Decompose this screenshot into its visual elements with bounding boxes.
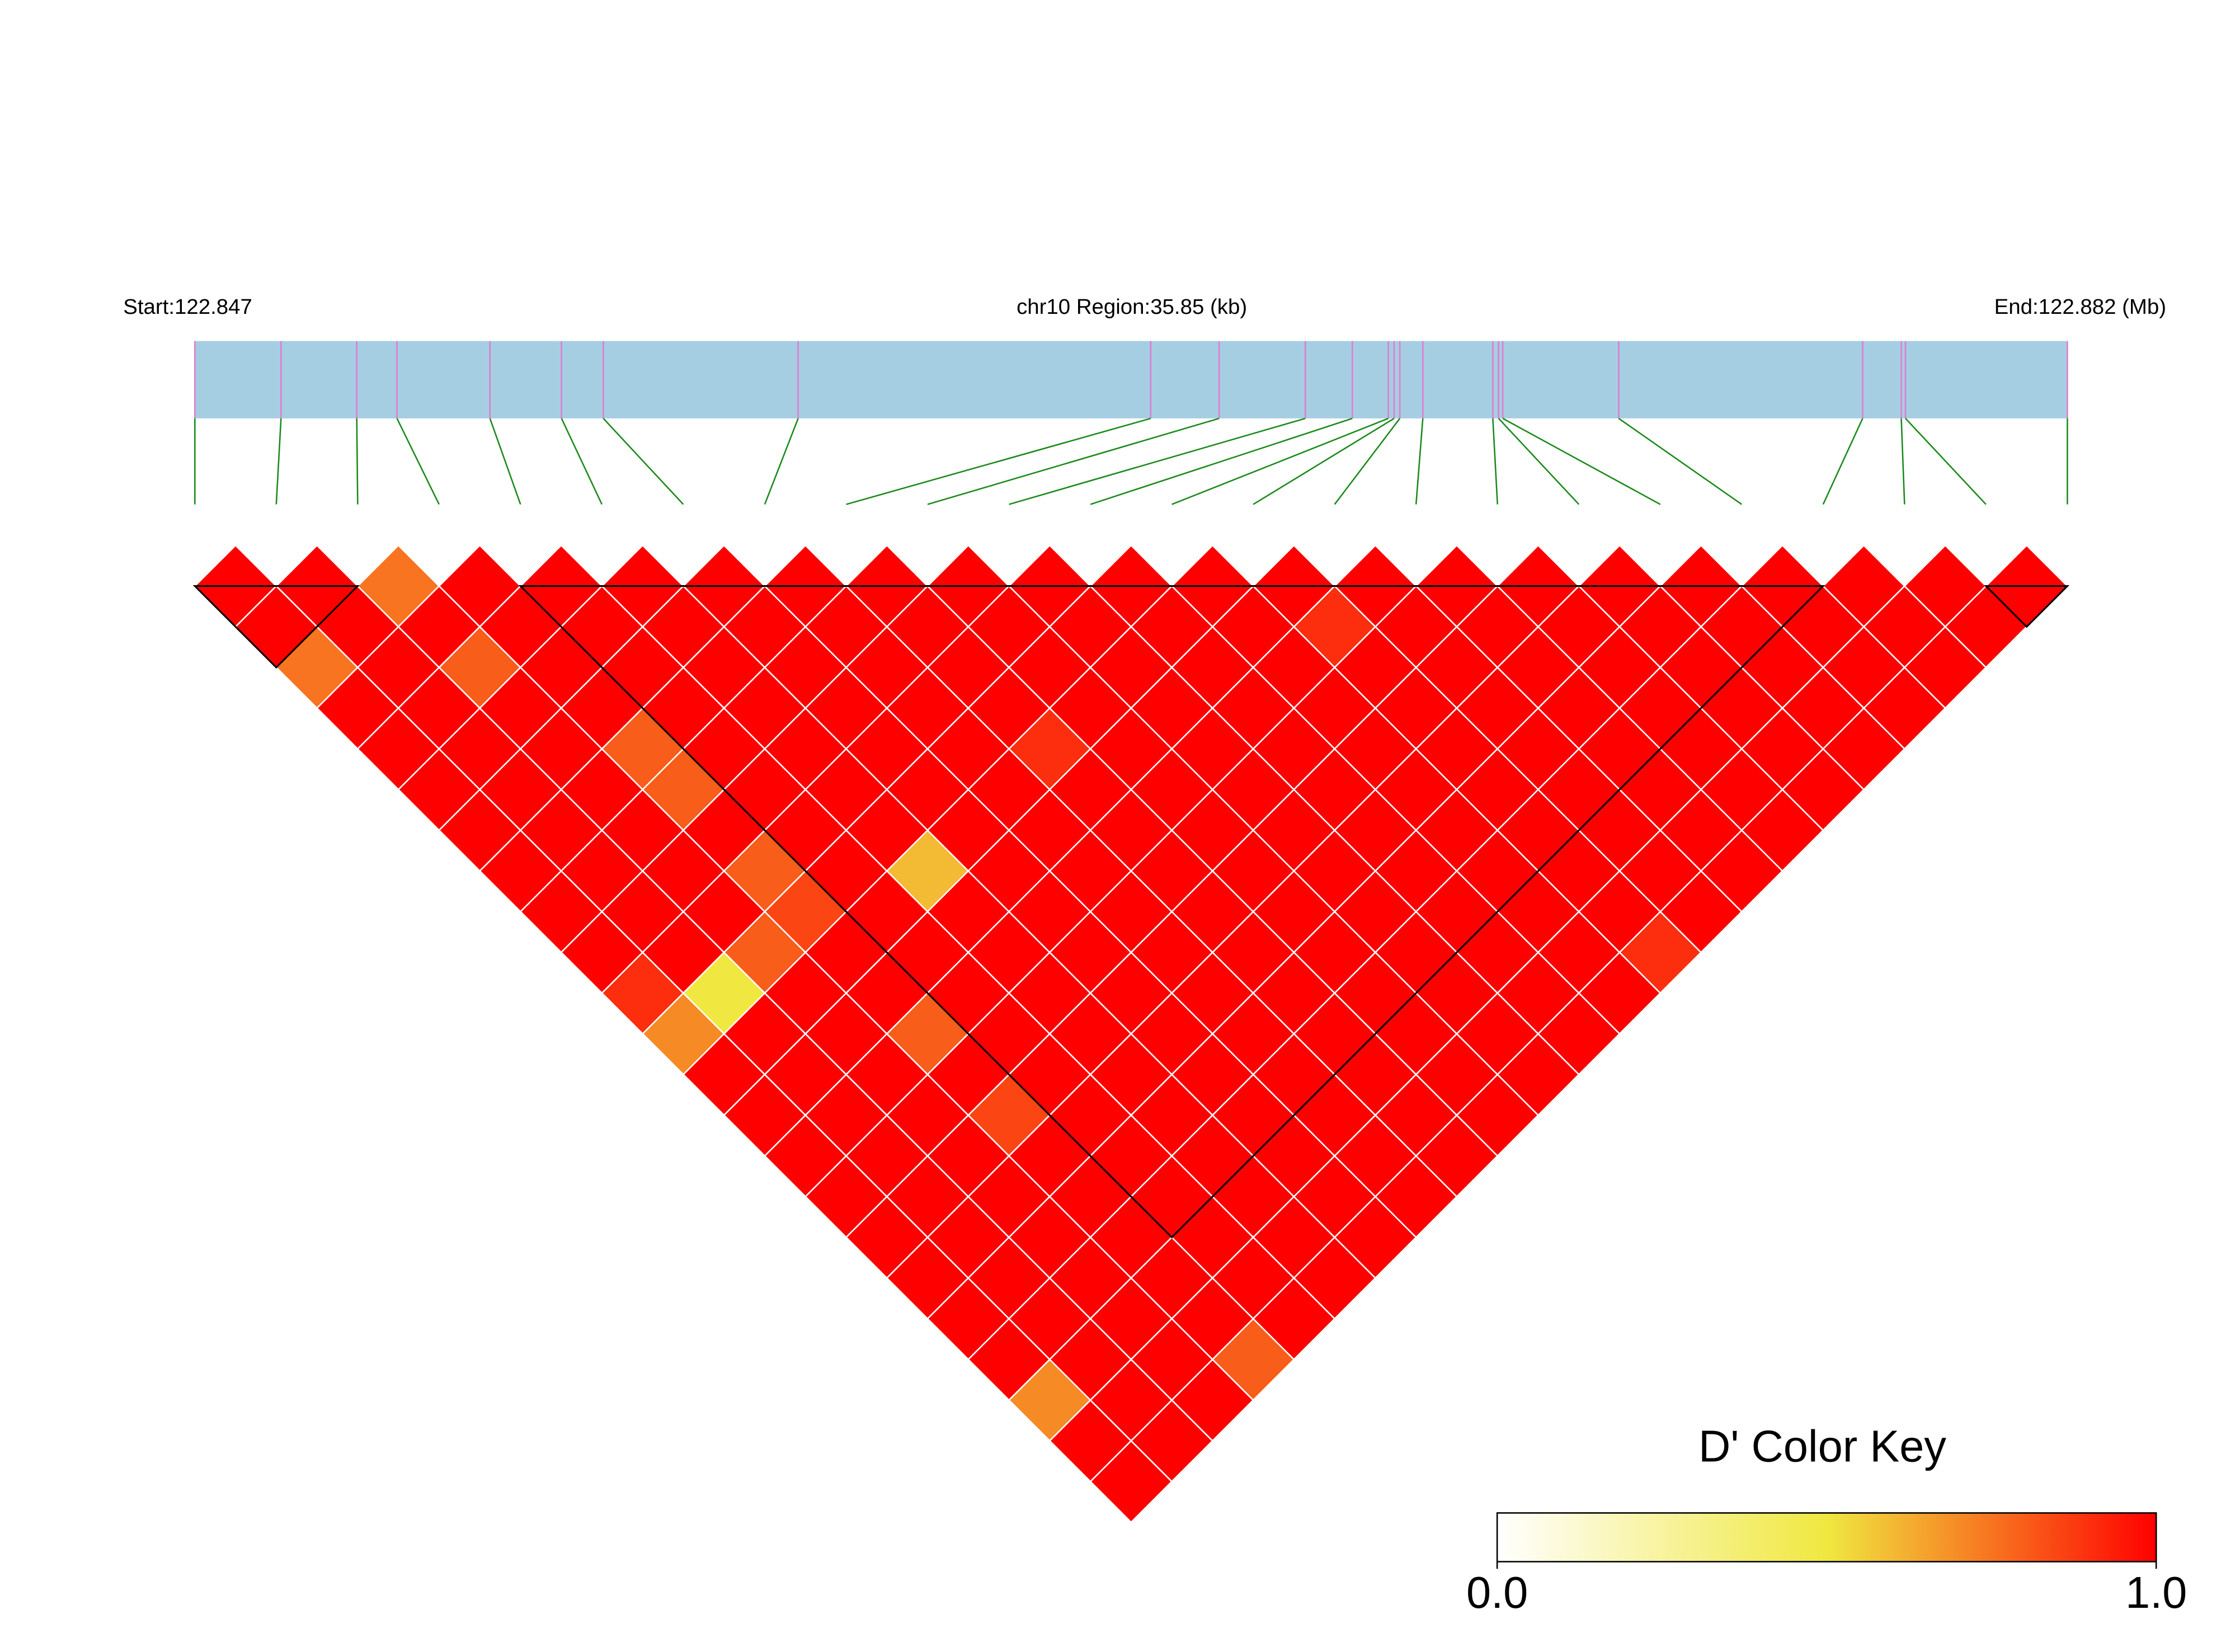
snp-connector bbox=[1415, 418, 1424, 505]
snp-connector bbox=[1900, 418, 1905, 505]
snp-connector bbox=[603, 418, 684, 505]
snp-connector bbox=[1905, 418, 1987, 505]
ld-block bbox=[518, 585, 1825, 1239]
gene-bar bbox=[195, 341, 2068, 418]
end-label: End:122.882 (Mb) bbox=[1994, 295, 2166, 319]
snp-connector bbox=[927, 417, 1220, 505]
snp-connector bbox=[561, 418, 603, 505]
snp-connector bbox=[1618, 417, 1743, 505]
key-tick-label: 1.0 bbox=[2125, 1568, 2187, 1617]
snp-connector bbox=[764, 418, 799, 505]
snp-connector bbox=[1090, 417, 1353, 505]
snp-connector bbox=[1171, 417, 1389, 505]
ld-block bbox=[1984, 585, 2070, 628]
snp-connector bbox=[356, 418, 359, 505]
snp-connector bbox=[275, 418, 282, 505]
snp-connector bbox=[1009, 417, 1306, 505]
snp-connector bbox=[846, 417, 1151, 505]
snp-connector bbox=[1502, 417, 1661, 505]
snp-connector bbox=[1253, 417, 1395, 505]
snp-connector bbox=[1334, 418, 1401, 505]
snp-connector bbox=[396, 418, 440, 505]
color-key bbox=[1496, 1512, 2157, 1562]
region-label: chr10 Region:35.85 (kb) bbox=[1017, 295, 1247, 319]
snp-connector bbox=[1822, 418, 1864, 505]
key-tick-label: 0.0 bbox=[1466, 1568, 1528, 1617]
key-title: D' Color Key bbox=[1698, 1422, 1946, 1471]
snp-connector bbox=[1492, 418, 1498, 505]
ld-block bbox=[192, 585, 360, 669]
start-label: Start:122.847 bbox=[123, 295, 252, 319]
snp-connector bbox=[489, 418, 521, 505]
snp-connector bbox=[1498, 418, 1580, 505]
